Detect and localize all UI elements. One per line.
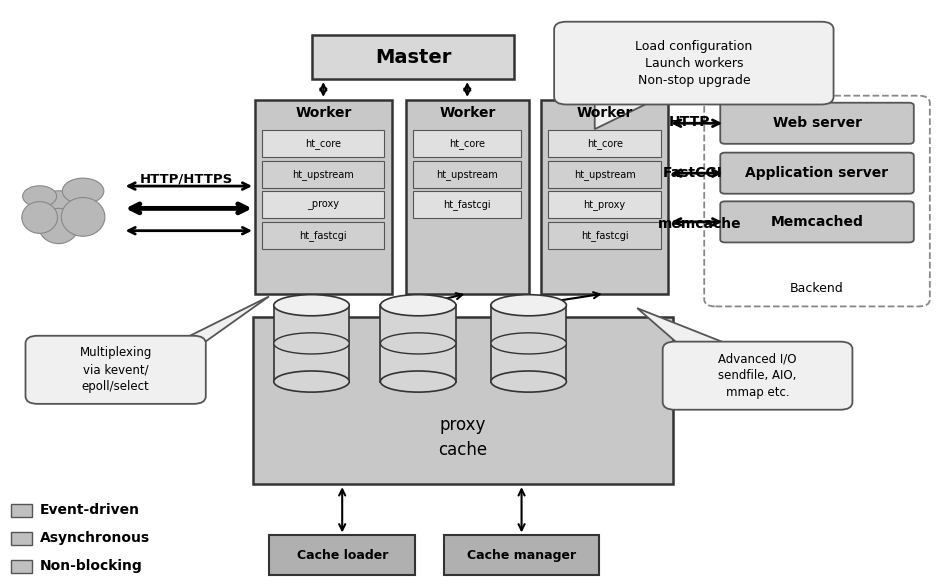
- Bar: [413, 191, 521, 218]
- Ellipse shape: [380, 295, 456, 316]
- Polygon shape: [595, 97, 661, 129]
- Text: ht_core: ht_core: [586, 139, 623, 149]
- Bar: [541, 100, 668, 294]
- Text: Master: Master: [375, 48, 451, 67]
- Text: Memcached: Memcached: [770, 215, 864, 229]
- Circle shape: [62, 178, 104, 204]
- Text: ht_core: ht_core: [305, 139, 342, 149]
- FancyBboxPatch shape: [554, 22, 834, 104]
- Bar: [491, 305, 566, 382]
- Text: Worker: Worker: [577, 106, 632, 120]
- Bar: [262, 130, 384, 157]
- Bar: [262, 191, 384, 218]
- Ellipse shape: [491, 295, 566, 316]
- Ellipse shape: [380, 371, 456, 392]
- Ellipse shape: [274, 295, 349, 316]
- Text: Event-driven: Event-driven: [40, 503, 140, 517]
- FancyBboxPatch shape: [720, 201, 914, 242]
- Text: Cache manager: Cache manager: [467, 549, 576, 562]
- Bar: [274, 305, 349, 382]
- Bar: [380, 305, 456, 382]
- Text: HTTP: HTTP: [668, 114, 710, 129]
- Text: ht_core: ht_core: [449, 139, 485, 149]
- Text: ht_fastcgi: ht_fastcgi: [444, 200, 491, 210]
- Bar: [262, 222, 384, 249]
- Ellipse shape: [274, 333, 349, 354]
- Text: Web server: Web server: [772, 116, 862, 130]
- Bar: [253, 317, 673, 484]
- Bar: [444, 535, 599, 575]
- Text: ht_fastcgi: ht_fastcgi: [581, 230, 629, 241]
- Bar: [11, 532, 32, 545]
- Bar: [548, 222, 661, 249]
- Polygon shape: [175, 296, 269, 343]
- Text: Worker: Worker: [295, 106, 351, 120]
- Text: ht_upstream: ht_upstream: [436, 169, 498, 180]
- Circle shape: [23, 186, 57, 207]
- Bar: [548, 130, 661, 157]
- Bar: [413, 161, 521, 188]
- Text: Asynchronous: Asynchronous: [40, 531, 150, 545]
- Ellipse shape: [491, 333, 566, 354]
- Text: _proxy: _proxy: [308, 200, 339, 210]
- Text: ht_fastcgi: ht_fastcgi: [299, 230, 347, 241]
- Bar: [406, 100, 529, 294]
- Ellipse shape: [380, 333, 456, 354]
- Text: Advanced I/O
sendfile, AIO,
mmap etc.: Advanced I/O sendfile, AIO, mmap etc.: [718, 352, 797, 399]
- Text: Multiplexing
via kevent/
epoll/select: Multiplexing via kevent/ epoll/select: [79, 346, 152, 393]
- Text: Non-blocking: Non-blocking: [40, 559, 143, 573]
- Ellipse shape: [61, 198, 105, 237]
- Text: proxy
cache: proxy cache: [438, 416, 488, 459]
- Text: ht_proxy: ht_proxy: [583, 200, 626, 210]
- Text: Worker: Worker: [439, 106, 496, 120]
- Polygon shape: [637, 308, 741, 349]
- Text: FastCGI: FastCGI: [663, 166, 722, 180]
- Text: Cache loader: Cache loader: [296, 549, 388, 562]
- FancyBboxPatch shape: [663, 342, 852, 410]
- Ellipse shape: [491, 371, 566, 392]
- Ellipse shape: [39, 208, 78, 244]
- FancyBboxPatch shape: [25, 336, 206, 404]
- Bar: [413, 130, 521, 157]
- Bar: [255, 100, 392, 294]
- Text: Backend: Backend: [790, 282, 844, 295]
- Bar: [269, 535, 415, 575]
- FancyBboxPatch shape: [720, 103, 914, 144]
- Text: ht_upstream: ht_upstream: [293, 169, 354, 180]
- FancyBboxPatch shape: [720, 153, 914, 194]
- Ellipse shape: [22, 202, 58, 234]
- Bar: [548, 191, 661, 218]
- Text: Application server: Application server: [746, 166, 888, 180]
- Text: HTTP/HTTPS: HTTP/HTTPS: [140, 173, 233, 185]
- Bar: [262, 161, 384, 188]
- Ellipse shape: [274, 371, 349, 392]
- Text: memcache: memcache: [658, 217, 742, 231]
- Text: Load configuration
Launch workers
Non-stop upgrade: Load configuration Launch workers Non-st…: [635, 39, 752, 87]
- Circle shape: [40, 191, 77, 214]
- Bar: [11, 504, 32, 517]
- Bar: [312, 35, 514, 79]
- Bar: [11, 560, 32, 573]
- Bar: [548, 161, 661, 188]
- Text: ht_upstream: ht_upstream: [574, 169, 635, 180]
